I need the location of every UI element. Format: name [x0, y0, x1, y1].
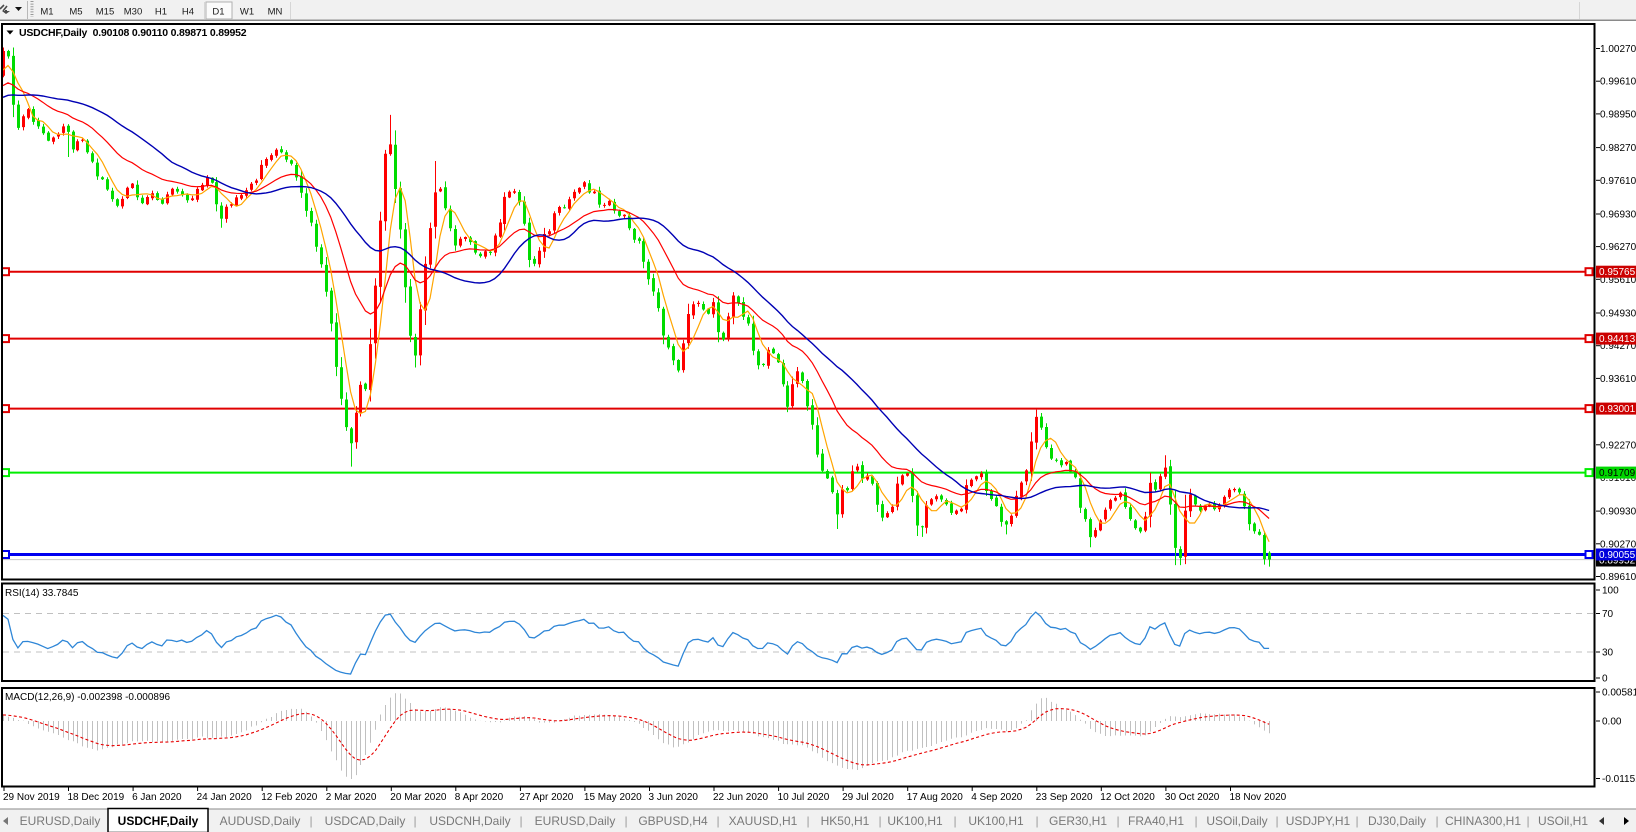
svg-text:MACD(12,26,9) -0.002398 -0.000: MACD(12,26,9) -0.002398 -0.000896: [5, 692, 171, 703]
svg-text:M1: M1: [40, 7, 53, 18]
svg-text:CHINA300,H1: CHINA300,H1: [1445, 814, 1521, 828]
svg-text:H4: H4: [182, 7, 194, 18]
svg-text:0.94413: 0.94413: [1599, 334, 1636, 345]
svg-text:0.94930: 0.94930: [1600, 309, 1636, 320]
svg-text:USDCNH,Daily: USDCNH,Daily: [429, 814, 510, 828]
svg-text:27 Apr 2020: 27 Apr 2020: [519, 792, 573, 803]
svg-text:XAUUSD,H1: XAUUSD,H1: [729, 814, 798, 828]
svg-text:|: |: [1035, 814, 1038, 828]
svg-text:|: |: [1275, 814, 1278, 828]
svg-text:|: |: [1194, 814, 1197, 828]
svg-text:USOil,H1: USOil,H1: [1538, 814, 1588, 828]
svg-text:22 Jun 2020: 22 Jun 2020: [713, 792, 768, 803]
svg-text:|: |: [1435, 814, 1438, 828]
svg-text:M30: M30: [124, 7, 142, 18]
svg-text:M15: M15: [96, 7, 114, 18]
svg-text:0.96930: 0.96930: [1600, 210, 1636, 221]
svg-text:|: |: [309, 814, 312, 828]
svg-text:17 Aug 2020: 17 Aug 2020: [907, 792, 964, 803]
svg-text:HK50,H1: HK50,H1: [821, 814, 870, 828]
svg-text:30 Oct 2020: 30 Oct 2020: [1165, 792, 1220, 803]
svg-text:0.90055: 0.90055: [1599, 550, 1636, 561]
svg-text:USDCAD,Daily: USDCAD,Daily: [325, 814, 406, 828]
svg-text:0.90930: 0.90930: [1600, 507, 1636, 518]
svg-text:|: |: [806, 814, 809, 828]
svg-text:|: |: [1355, 814, 1358, 828]
svg-text:USDJPY,H1: USDJPY,H1: [1286, 814, 1351, 828]
svg-text:0.92270: 0.92270: [1600, 440, 1636, 451]
svg-text:0.00: 0.00: [1602, 717, 1622, 728]
svg-text:|: |: [878, 814, 881, 828]
svg-text:29 Nov 2019: 29 Nov 2019: [3, 792, 60, 803]
svg-text:|: |: [1526, 814, 1529, 828]
svg-text:USDCHF,Daily 0.90108 0.90110: USDCHF,Daily 0.90108 0.90110 0.89871 0.8…: [19, 27, 247, 39]
svg-text:RSI(14) 33.7845: RSI(14) 33.7845: [5, 588, 79, 599]
svg-text:1.00270: 1.00270: [1600, 44, 1636, 55]
svg-text:0.99610: 0.99610: [1600, 77, 1636, 88]
svg-text:UK100,H1: UK100,H1: [968, 814, 1024, 828]
svg-text:EURUSD,Daily: EURUSD,Daily: [535, 814, 616, 828]
svg-text:0.93610: 0.93610: [1600, 374, 1636, 385]
svg-text:29 Jul 2020: 29 Jul 2020: [842, 792, 894, 803]
svg-text:|: |: [519, 814, 522, 828]
svg-text:0.89610: 0.89610: [1600, 572, 1636, 583]
svg-text:30: 30: [1602, 648, 1614, 659]
svg-text:18 Dec 2019: 18 Dec 2019: [68, 792, 125, 803]
svg-text:12 Oct 2020: 12 Oct 2020: [1100, 792, 1155, 803]
svg-text:USDCHF,Daily: USDCHF,Daily: [118, 814, 199, 828]
svg-text:|: |: [624, 814, 627, 828]
svg-text:6 Jan 2020: 6 Jan 2020: [132, 792, 182, 803]
svg-text:0.91709: 0.91709: [1599, 468, 1636, 479]
svg-text:|: |: [716, 814, 719, 828]
svg-text:W1: W1: [240, 7, 254, 18]
svg-text:0.93001: 0.93001: [1599, 404, 1636, 415]
svg-text:20 Mar 2020: 20 Mar 2020: [390, 792, 447, 803]
svg-text:|: |: [953, 814, 956, 828]
svg-text:D1: D1: [212, 7, 224, 18]
svg-text:GBPUSD,H4: GBPUSD,H4: [638, 814, 708, 828]
svg-text:|: |: [413, 814, 416, 828]
svg-text:4 Sep 2020: 4 Sep 2020: [971, 792, 1023, 803]
svg-text:18 Nov 2020: 18 Nov 2020: [1230, 792, 1287, 803]
svg-text:8 Apr 2020: 8 Apr 2020: [455, 792, 504, 803]
svg-text:0.005818: 0.005818: [1602, 688, 1636, 699]
svg-text:0.95610: 0.95610: [1600, 275, 1636, 286]
svg-text:2 Mar 2020: 2 Mar 2020: [326, 792, 377, 803]
svg-text:MN: MN: [268, 7, 283, 18]
svg-text:|: |: [1116, 814, 1119, 828]
svg-text:DJ30,Daily: DJ30,Daily: [1368, 814, 1426, 828]
svg-text:0.94270: 0.94270: [1600, 341, 1636, 352]
svg-text:GER30,H1: GER30,H1: [1049, 814, 1107, 828]
svg-text:USOil,Daily: USOil,Daily: [1206, 814, 1267, 828]
svg-text:0.98950: 0.98950: [1600, 109, 1636, 120]
svg-text:-0.011515: -0.011515: [1602, 774, 1636, 785]
svg-text:0.90270: 0.90270: [1600, 539, 1636, 550]
svg-text:23 Sep 2020: 23 Sep 2020: [1036, 792, 1093, 803]
svg-text:0.95765: 0.95765: [1599, 267, 1636, 278]
svg-text:UK100,H1: UK100,H1: [887, 814, 943, 828]
svg-text:0.89952: 0.89952: [1599, 556, 1636, 567]
svg-text:0.97610: 0.97610: [1600, 176, 1636, 187]
svg-text:FRA40,H1: FRA40,H1: [1128, 814, 1184, 828]
svg-text:3 Jun 2020: 3 Jun 2020: [649, 792, 699, 803]
svg-text:70: 70: [1602, 609, 1614, 620]
svg-text:24 Jan 2020: 24 Jan 2020: [197, 792, 252, 803]
svg-text:12 Feb 2020: 12 Feb 2020: [261, 792, 318, 803]
svg-text:0: 0: [1602, 674, 1608, 685]
svg-text:0.96270: 0.96270: [1600, 242, 1636, 253]
svg-text:AUDUSD,Daily: AUDUSD,Daily: [220, 814, 301, 828]
svg-text:M5: M5: [69, 7, 82, 18]
svg-text:10 Jul 2020: 10 Jul 2020: [778, 792, 830, 803]
svg-text:100: 100: [1602, 586, 1619, 597]
svg-text:15 May 2020: 15 May 2020: [584, 792, 642, 803]
svg-text:EURUSD,Daily: EURUSD,Daily: [20, 814, 101, 828]
svg-text:H1: H1: [155, 7, 167, 18]
svg-text:0.98270: 0.98270: [1600, 143, 1636, 154]
